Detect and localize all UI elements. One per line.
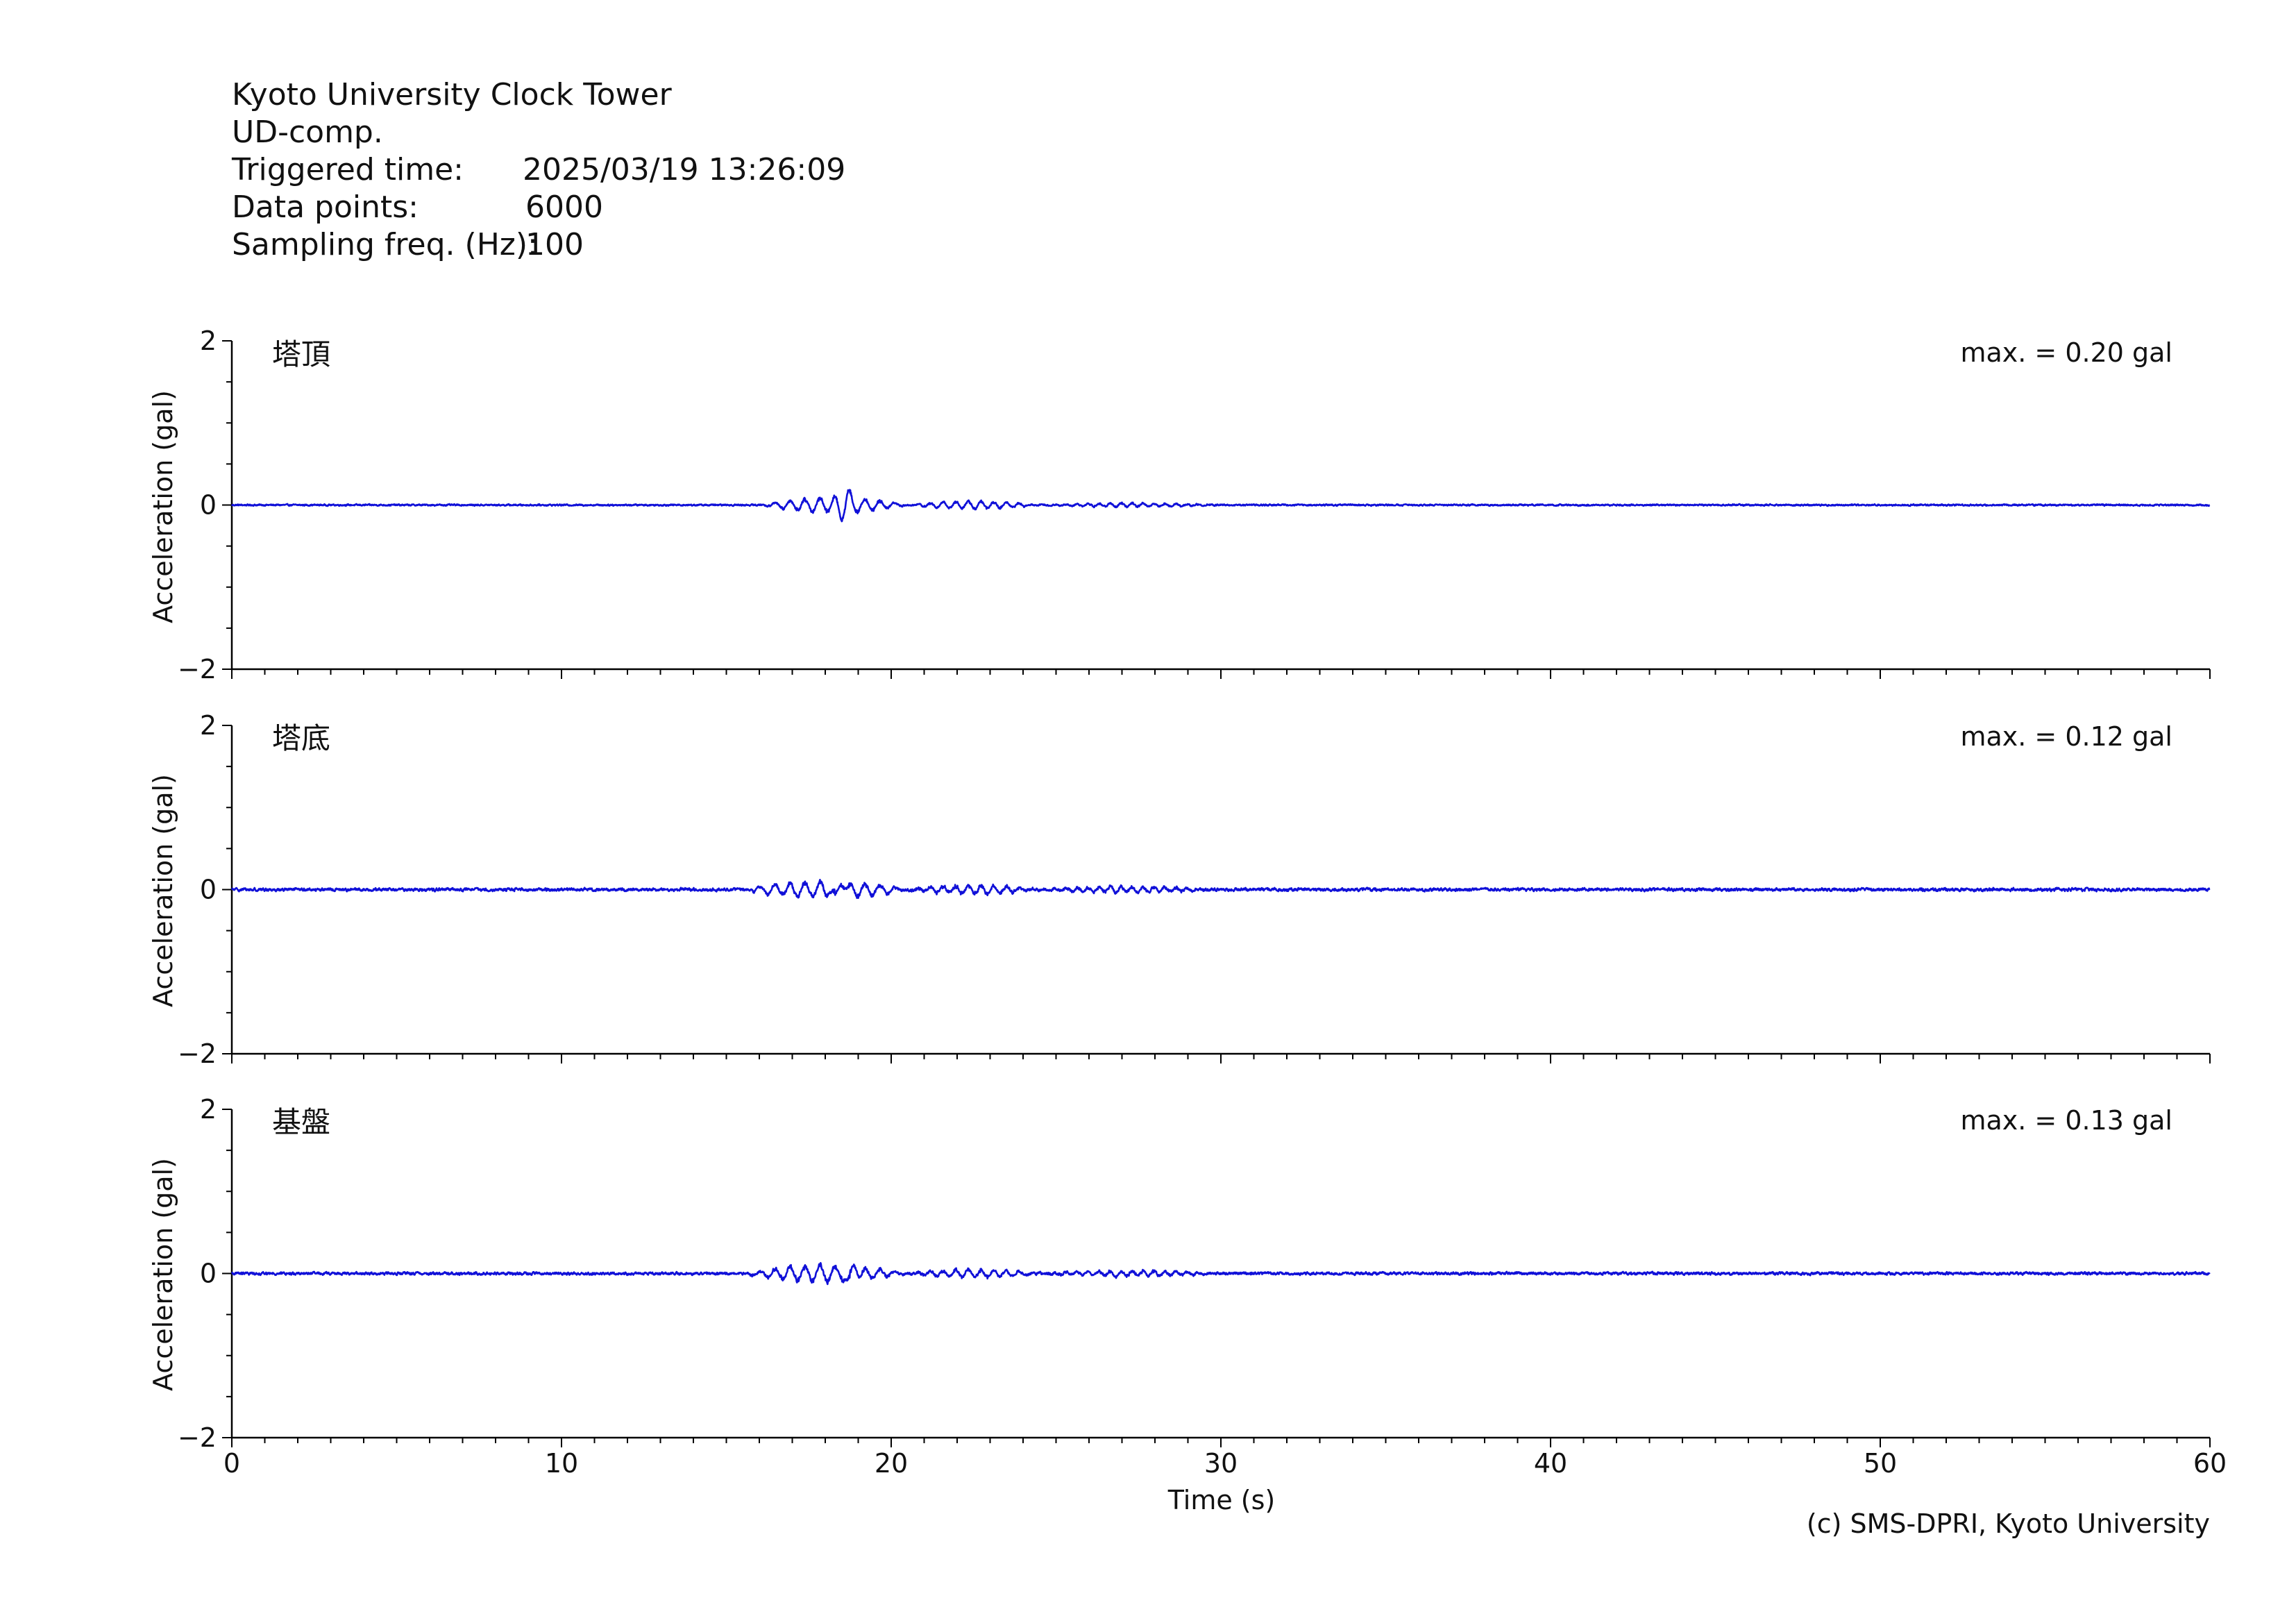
waveform-series bbox=[231, 1262, 2211, 1286]
y-tick-label: 0 bbox=[200, 1259, 217, 1289]
max-annotation: max. = 0.12 gal bbox=[1960, 721, 2172, 752]
y-tick-label: −2 bbox=[178, 1038, 217, 1069]
y-tick-label: 0 bbox=[200, 490, 217, 521]
panel-top: Acceleration (gal) 塔頂 max. = 0.20 gal 2 0… bbox=[148, 326, 2211, 684]
panel-title: 塔底 bbox=[272, 721, 330, 755]
x-tick-label: 20 bbox=[875, 1448, 908, 1479]
y-tick-label: 2 bbox=[200, 1094, 217, 1125]
waveform-series bbox=[230, 489, 2211, 523]
header-block: Kyoto University Clock Tower UD-comp. Tr… bbox=[231, 77, 845, 262]
max-annotation: max. = 0.20 gal bbox=[1960, 337, 2172, 368]
panel-bottom: Acceleration (gal) 基盤 max. = 0.13 gal Ti… bbox=[148, 1094, 2227, 1515]
y-axis-label: Acceleration (gal) bbox=[148, 774, 178, 1007]
y-tick-label: −2 bbox=[178, 1422, 217, 1453]
x-tick-label: 30 bbox=[1204, 1448, 1238, 1479]
x-axis-label: Time (s) bbox=[1167, 1485, 1276, 1515]
x-tick-label: 0 bbox=[223, 1448, 240, 1479]
panel-middle: Acceleration (gal) 塔底 max. = 0.12 gal 2 0… bbox=[148, 710, 2211, 1069]
x-tick-label: 40 bbox=[1534, 1448, 1567, 1479]
y-axis-label: Acceleration (gal) bbox=[148, 1158, 178, 1391]
sampling-freq-value: 100 bbox=[525, 227, 584, 262]
y-tick-label: 0 bbox=[200, 875, 217, 905]
y-tick-label: 2 bbox=[200, 710, 217, 741]
station-name: Kyoto University Clock Tower bbox=[232, 77, 673, 112]
x-tick-label: 60 bbox=[2193, 1448, 2227, 1479]
component-label: UD-comp. bbox=[232, 115, 383, 150]
y-tick-label: −2 bbox=[178, 654, 217, 684]
x-tick-label: 10 bbox=[545, 1448, 578, 1479]
triggered-time-label: Triggered time: bbox=[231, 152, 464, 187]
data-points-label: Data points: bbox=[232, 190, 419, 225]
panel-title: 基盤 bbox=[272, 1105, 330, 1139]
x-tick-label: 50 bbox=[1864, 1448, 1897, 1479]
waveform-series bbox=[231, 879, 2211, 899]
triggered-time-value: 2025/03/19 13:26:09 bbox=[523, 152, 845, 187]
panel-title: 塔頂 bbox=[272, 337, 330, 371]
max-annotation: max. = 0.13 gal bbox=[1960, 1105, 2172, 1136]
y-axis-label: Acceleration (gal) bbox=[148, 390, 178, 623]
data-points-value: 6000 bbox=[525, 190, 603, 225]
y-tick-label: 2 bbox=[200, 326, 217, 356]
sampling-freq-label: Sampling freq. (Hz): bbox=[232, 227, 538, 262]
copyright-note: (c) SMS-DPRI, Kyoto University bbox=[1807, 1508, 2210, 1539]
